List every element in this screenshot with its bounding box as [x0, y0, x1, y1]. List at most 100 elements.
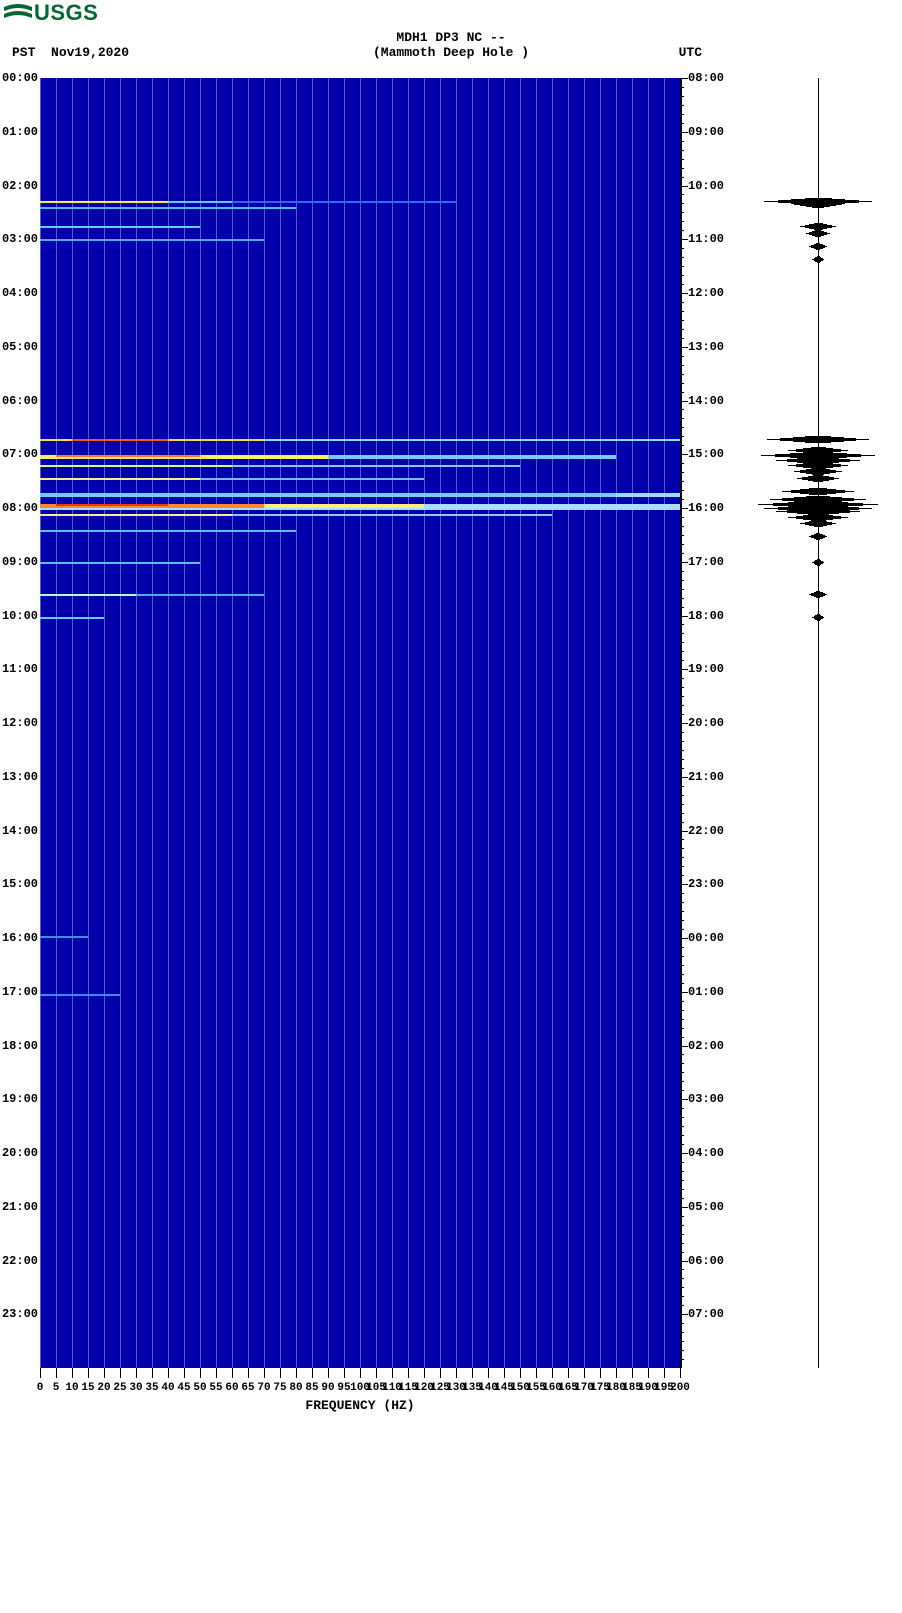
tick-mark: [680, 141, 684, 142]
x-tick: [312, 1368, 313, 1378]
tick-mark: [680, 786, 684, 787]
grid-line: [232, 78, 233, 1368]
grid-line: [424, 78, 425, 1368]
date-label: Nov19,2020: [51, 45, 129, 60]
title-line1: MDH1 DP3 NC --: [0, 30, 902, 45]
spectral-event: [40, 226, 200, 228]
spectral-event: [40, 239, 264, 241]
left-time-label: 11:00: [2, 662, 38, 676]
tick-mark: [680, 203, 684, 204]
x-tick: [472, 1368, 473, 1378]
tick-mark: [680, 750, 684, 751]
tick-mark: [680, 517, 684, 518]
tick-mark: [680, 857, 684, 858]
right-time-label: 00:00: [688, 931, 724, 945]
tick-mark: [680, 1090, 684, 1091]
tick-mark: [680, 105, 684, 106]
seismo-wiggle: [805, 442, 831, 443]
x-tick-label: 95: [337, 1382, 350, 1394]
x-tick: [488, 1368, 489, 1378]
tick-mark: [680, 777, 688, 778]
tick-mark: [680, 1305, 684, 1306]
left-time-label: 19:00: [2, 1092, 38, 1106]
x-tick: [680, 1368, 681, 1378]
x-tick-label: 200: [670, 1382, 690, 1394]
tick-mark: [680, 992, 688, 993]
tick-mark: [680, 813, 684, 814]
tick-mark: [680, 1269, 684, 1270]
right-time-label: 01:00: [688, 985, 724, 999]
left-time-label: 00:00: [2, 71, 38, 85]
tick-mark: [680, 1144, 684, 1145]
tick-mark: [680, 401, 688, 402]
grid-line: [200, 78, 201, 1368]
spectral-event: [232, 201, 456, 203]
tick-mark: [680, 329, 684, 330]
spectrogram-plot: [40, 78, 680, 1368]
x-tick: [360, 1368, 361, 1378]
tick-mark: [680, 1278, 684, 1279]
tick-mark: [680, 239, 688, 240]
x-tick-label: 90: [321, 1382, 334, 1394]
tick-mark: [680, 651, 684, 652]
right-time-label: 03:00: [688, 1092, 724, 1106]
spectral-event: [56, 504, 168, 506]
grid-line: [72, 78, 73, 1368]
tick-mark: [680, 159, 684, 160]
seismo-wiggle: [816, 539, 821, 540]
right-time-label: 23:00: [688, 877, 724, 891]
x-tick: [56, 1368, 57, 1378]
tick-mark: [680, 714, 684, 715]
x-tick-label: 70: [257, 1382, 270, 1394]
left-time-label: 20:00: [2, 1146, 38, 1160]
x-tick-label: 40: [161, 1382, 174, 1394]
tick-mark: [680, 123, 684, 124]
tick-mark: [680, 884, 688, 885]
left-time-label: 13:00: [2, 770, 38, 784]
tick-mark: [680, 848, 684, 849]
tick-mark: [680, 1010, 684, 1011]
tick-mark: [680, 212, 684, 213]
x-tick: [136, 1368, 137, 1378]
tick-mark: [680, 1153, 688, 1154]
grid-line: [584, 78, 585, 1368]
grid-line: [568, 78, 569, 1368]
spectral-event: [40, 207, 296, 209]
left-time-label: 17:00: [2, 985, 38, 999]
seismo-wiggle: [813, 481, 824, 482]
tick-mark: [680, 741, 684, 742]
tick-mark: [680, 1019, 684, 1020]
grid-line: [632, 78, 633, 1368]
tick-mark: [680, 1350, 684, 1351]
tick-mark: [680, 1081, 684, 1082]
tick-mark: [680, 866, 684, 867]
tick-mark: [680, 956, 684, 957]
tick-mark: [680, 660, 684, 661]
tick-mark: [680, 1099, 688, 1100]
seismogram-trace: [758, 78, 878, 1368]
tick-mark: [680, 257, 684, 258]
x-tick-label: 5: [53, 1382, 60, 1394]
tick-mark: [680, 947, 684, 948]
right-time-label: 08:00: [688, 71, 724, 85]
tick-mark: [680, 696, 684, 697]
x-tick: [648, 1368, 649, 1378]
tick-mark: [680, 1341, 684, 1342]
left-time-label: 06:00: [2, 394, 38, 408]
grid-line: [104, 78, 105, 1368]
tz-left-label: PST: [12, 45, 35, 60]
tick-mark: [680, 526, 684, 527]
grid-line: [344, 78, 345, 1368]
right-time-label: 16:00: [688, 501, 724, 515]
tick-mark: [680, 732, 684, 733]
tick-mark: [680, 642, 684, 643]
tick-mark: [680, 338, 684, 339]
grid-line: [280, 78, 281, 1368]
spectral-event: [40, 562, 200, 564]
grid-line: [392, 78, 393, 1368]
x-tick: [88, 1368, 89, 1378]
tick-mark: [680, 392, 684, 393]
tick-mark: [680, 320, 684, 321]
tick-mark: [680, 1261, 688, 1262]
grid-line: [504, 78, 505, 1368]
